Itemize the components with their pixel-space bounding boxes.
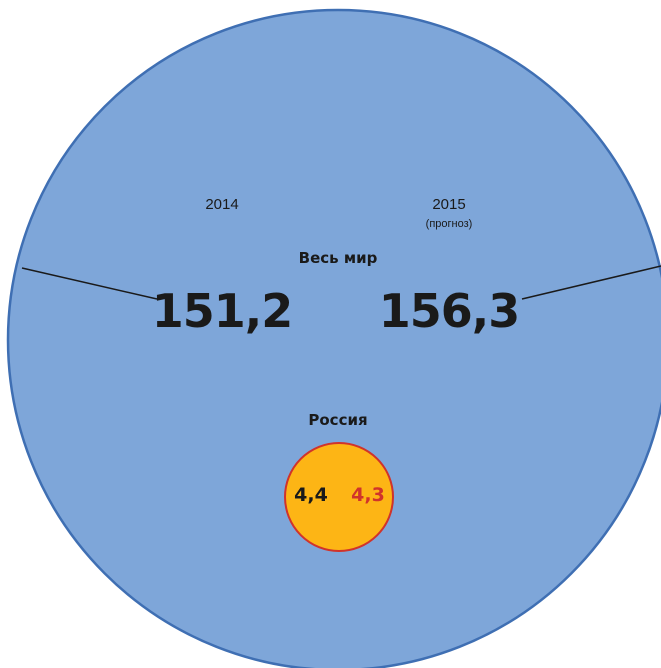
leader-line-2014 [21,267,158,300]
world-bubble [6,8,661,668]
year-label-2014: 2014 [205,196,239,213]
leader-line-2015 [521,265,661,300]
russia-value-2014: 4,4 [294,484,328,506]
russia-value-2015: 4,3 [351,484,385,506]
world-series-label: Весь мир [298,249,378,267]
forecast-note: (прогноз) [425,218,473,230]
year-label-2015: 2015 [432,196,466,213]
russia-bubble [284,442,394,552]
world-value-2014: 151,2 [151,284,294,338]
world-value-2015: 156,3 [378,284,521,338]
russia-series-label: Россия [308,411,368,429]
